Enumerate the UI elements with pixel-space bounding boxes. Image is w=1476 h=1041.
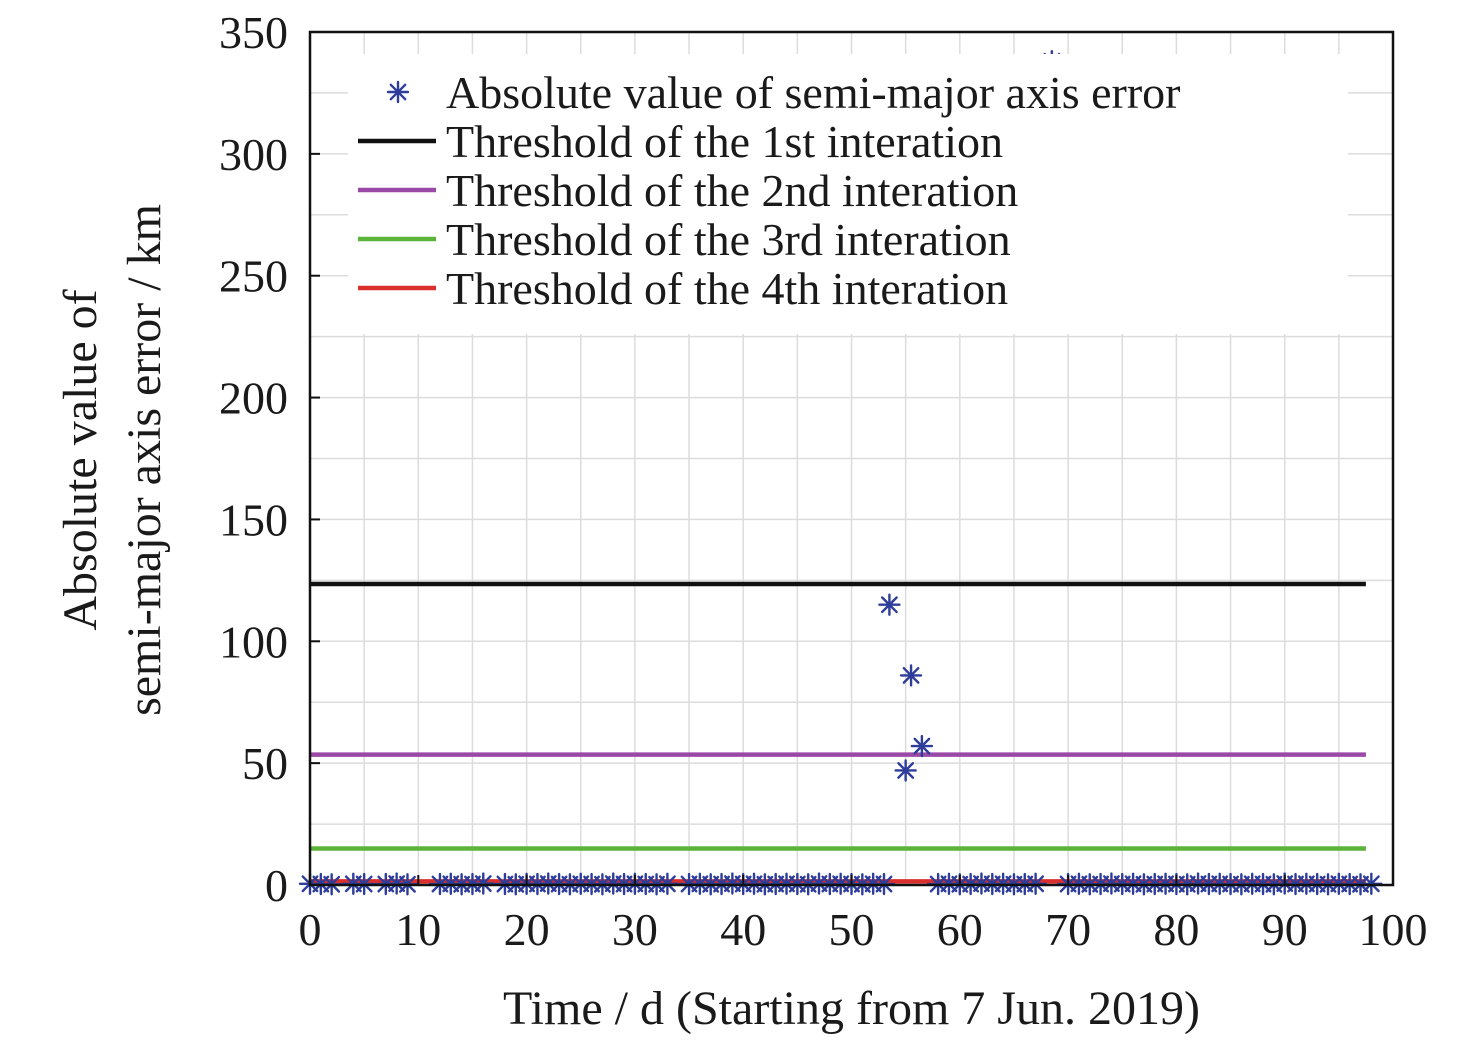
y-tick-label: 200 — [219, 373, 288, 424]
legend: Absolute value of semi-major axis errorT… — [358, 67, 1181, 314]
x-tick-label: 100 — [1359, 904, 1428, 955]
legend-label-threshold-2: Threshold of the 2nd interation — [446, 165, 1018, 216]
x-axis-title: Time / d (Starting from 7 Jun. 2019) — [503, 982, 1200, 1035]
data-point — [899, 664, 923, 687]
data-point — [878, 593, 901, 616]
data-point — [472, 872, 495, 895]
y-tick-label: 0 — [265, 860, 288, 911]
threshold-lines — [310, 581, 1366, 884]
x-tick-label: 50 — [829, 904, 875, 955]
marker-stroke — [902, 667, 920, 684]
x-tick-label: 60 — [937, 904, 983, 955]
legend-marker-scatter — [386, 80, 410, 104]
legend-label-threshold-1: Threshold of the 1st interation — [446, 116, 1003, 167]
marker-stroke — [389, 83, 407, 101]
x-tick-label: 80 — [1153, 904, 1199, 955]
x-tick-label: 10 — [395, 904, 441, 955]
legend-background — [348, 54, 1348, 334]
marker-stroke — [881, 596, 898, 614]
y-tick-label: 150 — [219, 494, 288, 545]
y-tick-label: 300 — [219, 129, 288, 180]
marker-stroke — [913, 737, 931, 755]
y-axis-title-line-1: Absolute value of — [54, 289, 107, 630]
x-tick-label: 90 — [1262, 904, 1308, 955]
x-tick-label: 20 — [504, 904, 550, 955]
x-tick-label: 40 — [720, 904, 766, 955]
x-tick-label: 30 — [612, 904, 658, 955]
data-point — [894, 759, 917, 782]
marker-stroke — [474, 875, 492, 892]
legend-label-scatter: Absolute value of semi-major axis error — [446, 67, 1181, 118]
y-axis-ticks: 0 50 100 150 200 250 300 350 — [219, 7, 320, 911]
legend-label-threshold-4: Threshold of the 4th interation — [446, 263, 1008, 314]
y-tick-label: 50 — [242, 738, 288, 789]
y-tick-label: 350 — [219, 7, 288, 58]
x-tick-label: 70 — [1045, 904, 1091, 955]
y-axis-title-line-2: semi-major axis error / km — [118, 204, 171, 716]
data-point — [910, 734, 934, 758]
y-tick-label: 250 — [219, 251, 288, 302]
x-tick-label: 0 — [299, 904, 322, 955]
y-tick-label: 100 — [219, 616, 288, 667]
legend-label-threshold-3: Threshold of the 3rd interation — [446, 214, 1011, 265]
x-axis-ticks: 0 10 20 30 40 50 60 70 80 90 100 — [299, 875, 1428, 955]
marker-stroke — [897, 762, 915, 779]
